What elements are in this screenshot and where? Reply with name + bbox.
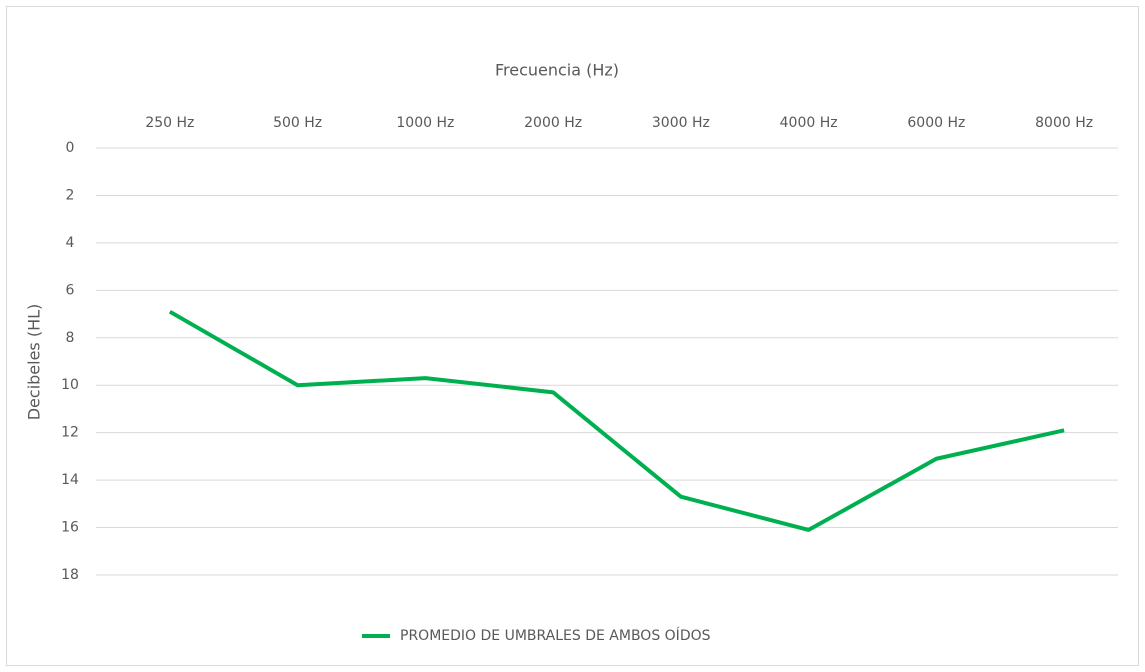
legend-label: PROMEDIO DE UMBRALES DE AMBOS OÍDOS — [400, 627, 711, 644]
y-tick-label: 10 — [61, 377, 79, 393]
y-tick-label: 2 — [66, 187, 75, 203]
y-tick-label: 8 — [66, 330, 75, 346]
y-tick-label: 4 — [66, 235, 75, 251]
x-tick-label: 6000 Hz — [907, 115, 965, 131]
y-tick-label: 18 — [61, 567, 79, 583]
x-tick-label: 2000 Hz — [524, 115, 582, 131]
x-tick-label: 4000 Hz — [780, 115, 838, 131]
x-tick-label: 500 Hz — [273, 115, 322, 131]
data-line — [168, 309, 1065, 532]
x-tick-label: 250 Hz — [145, 115, 194, 131]
x-tick-label: 1000 Hz — [396, 115, 454, 131]
y-tick-label: 16 — [61, 520, 79, 536]
y-axis-label: Decibeles (HL) — [25, 304, 44, 421]
y-tick-label: 0 — [66, 140, 75, 156]
x-tick-label: 8000 Hz — [1035, 115, 1093, 131]
y-tick-label: 14 — [61, 472, 79, 488]
x-axis-label: Frecuencia (Hz) — [495, 61, 619, 80]
chart-border — [6, 6, 1139, 666]
y-tick-label: 6 — [66, 282, 75, 298]
x-tick-label: 3000 Hz — [652, 115, 710, 131]
y-tick-label: 12 — [61, 425, 79, 441]
